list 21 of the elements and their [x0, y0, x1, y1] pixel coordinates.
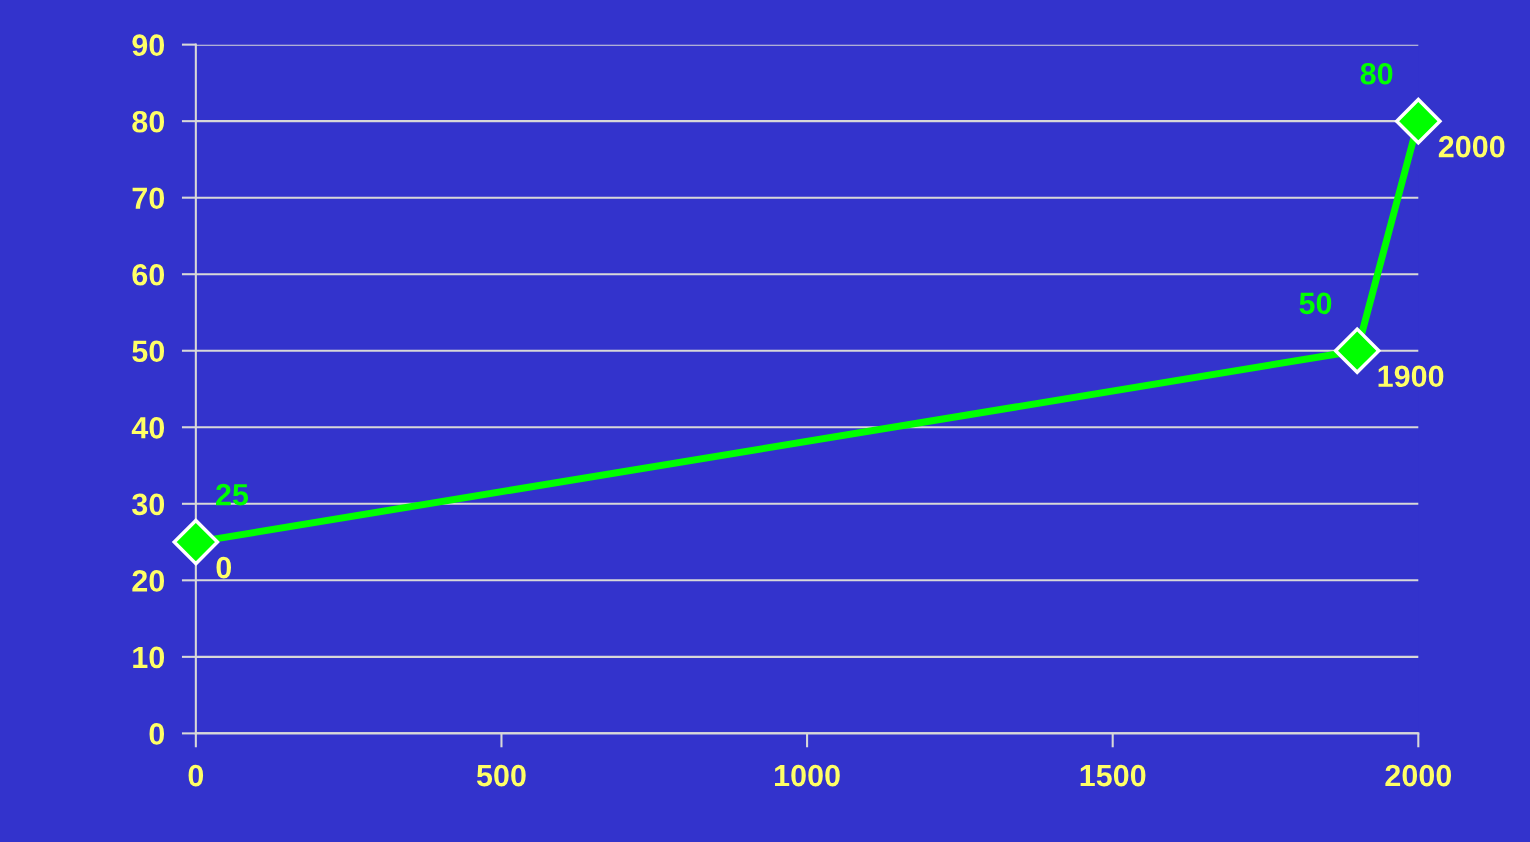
y-tick-label: 40 — [131, 417, 165, 439]
y-tick-label: 50 — [132, 340, 165, 363]
x-tick-label: 1000 — [775, 764, 840, 787]
x-tick-label: 2000 — [1385, 764, 1452, 787]
y-tick-label: 10 — [133, 646, 165, 669]
annotation: 0 — [216, 556, 232, 579]
y-tick-label: 20 — [132, 570, 165, 592]
data-label: 25 — [216, 483, 249, 506]
annotation: 1900 — [1378, 365, 1444, 388]
y-tick-label: 0 — [149, 723, 165, 745]
data-label: 50 — [1299, 292, 1332, 315]
x-tick-label: 1500 — [1080, 764, 1146, 787]
x-tick-label: 500 — [476, 764, 526, 787]
y-tick-label: 80 — [132, 110, 165, 133]
y-tick-label: 70 — [132, 187, 165, 210]
x-tick-label: 0 — [188, 764, 204, 787]
data-label: 80 — [1360, 62, 1393, 85]
annotation: 2000 — [1438, 135, 1505, 158]
y-tick-label: 60 — [132, 263, 165, 286]
y-tick-label: 30 — [132, 493, 165, 516]
y-tick-label: 90 — [132, 34, 165, 56]
